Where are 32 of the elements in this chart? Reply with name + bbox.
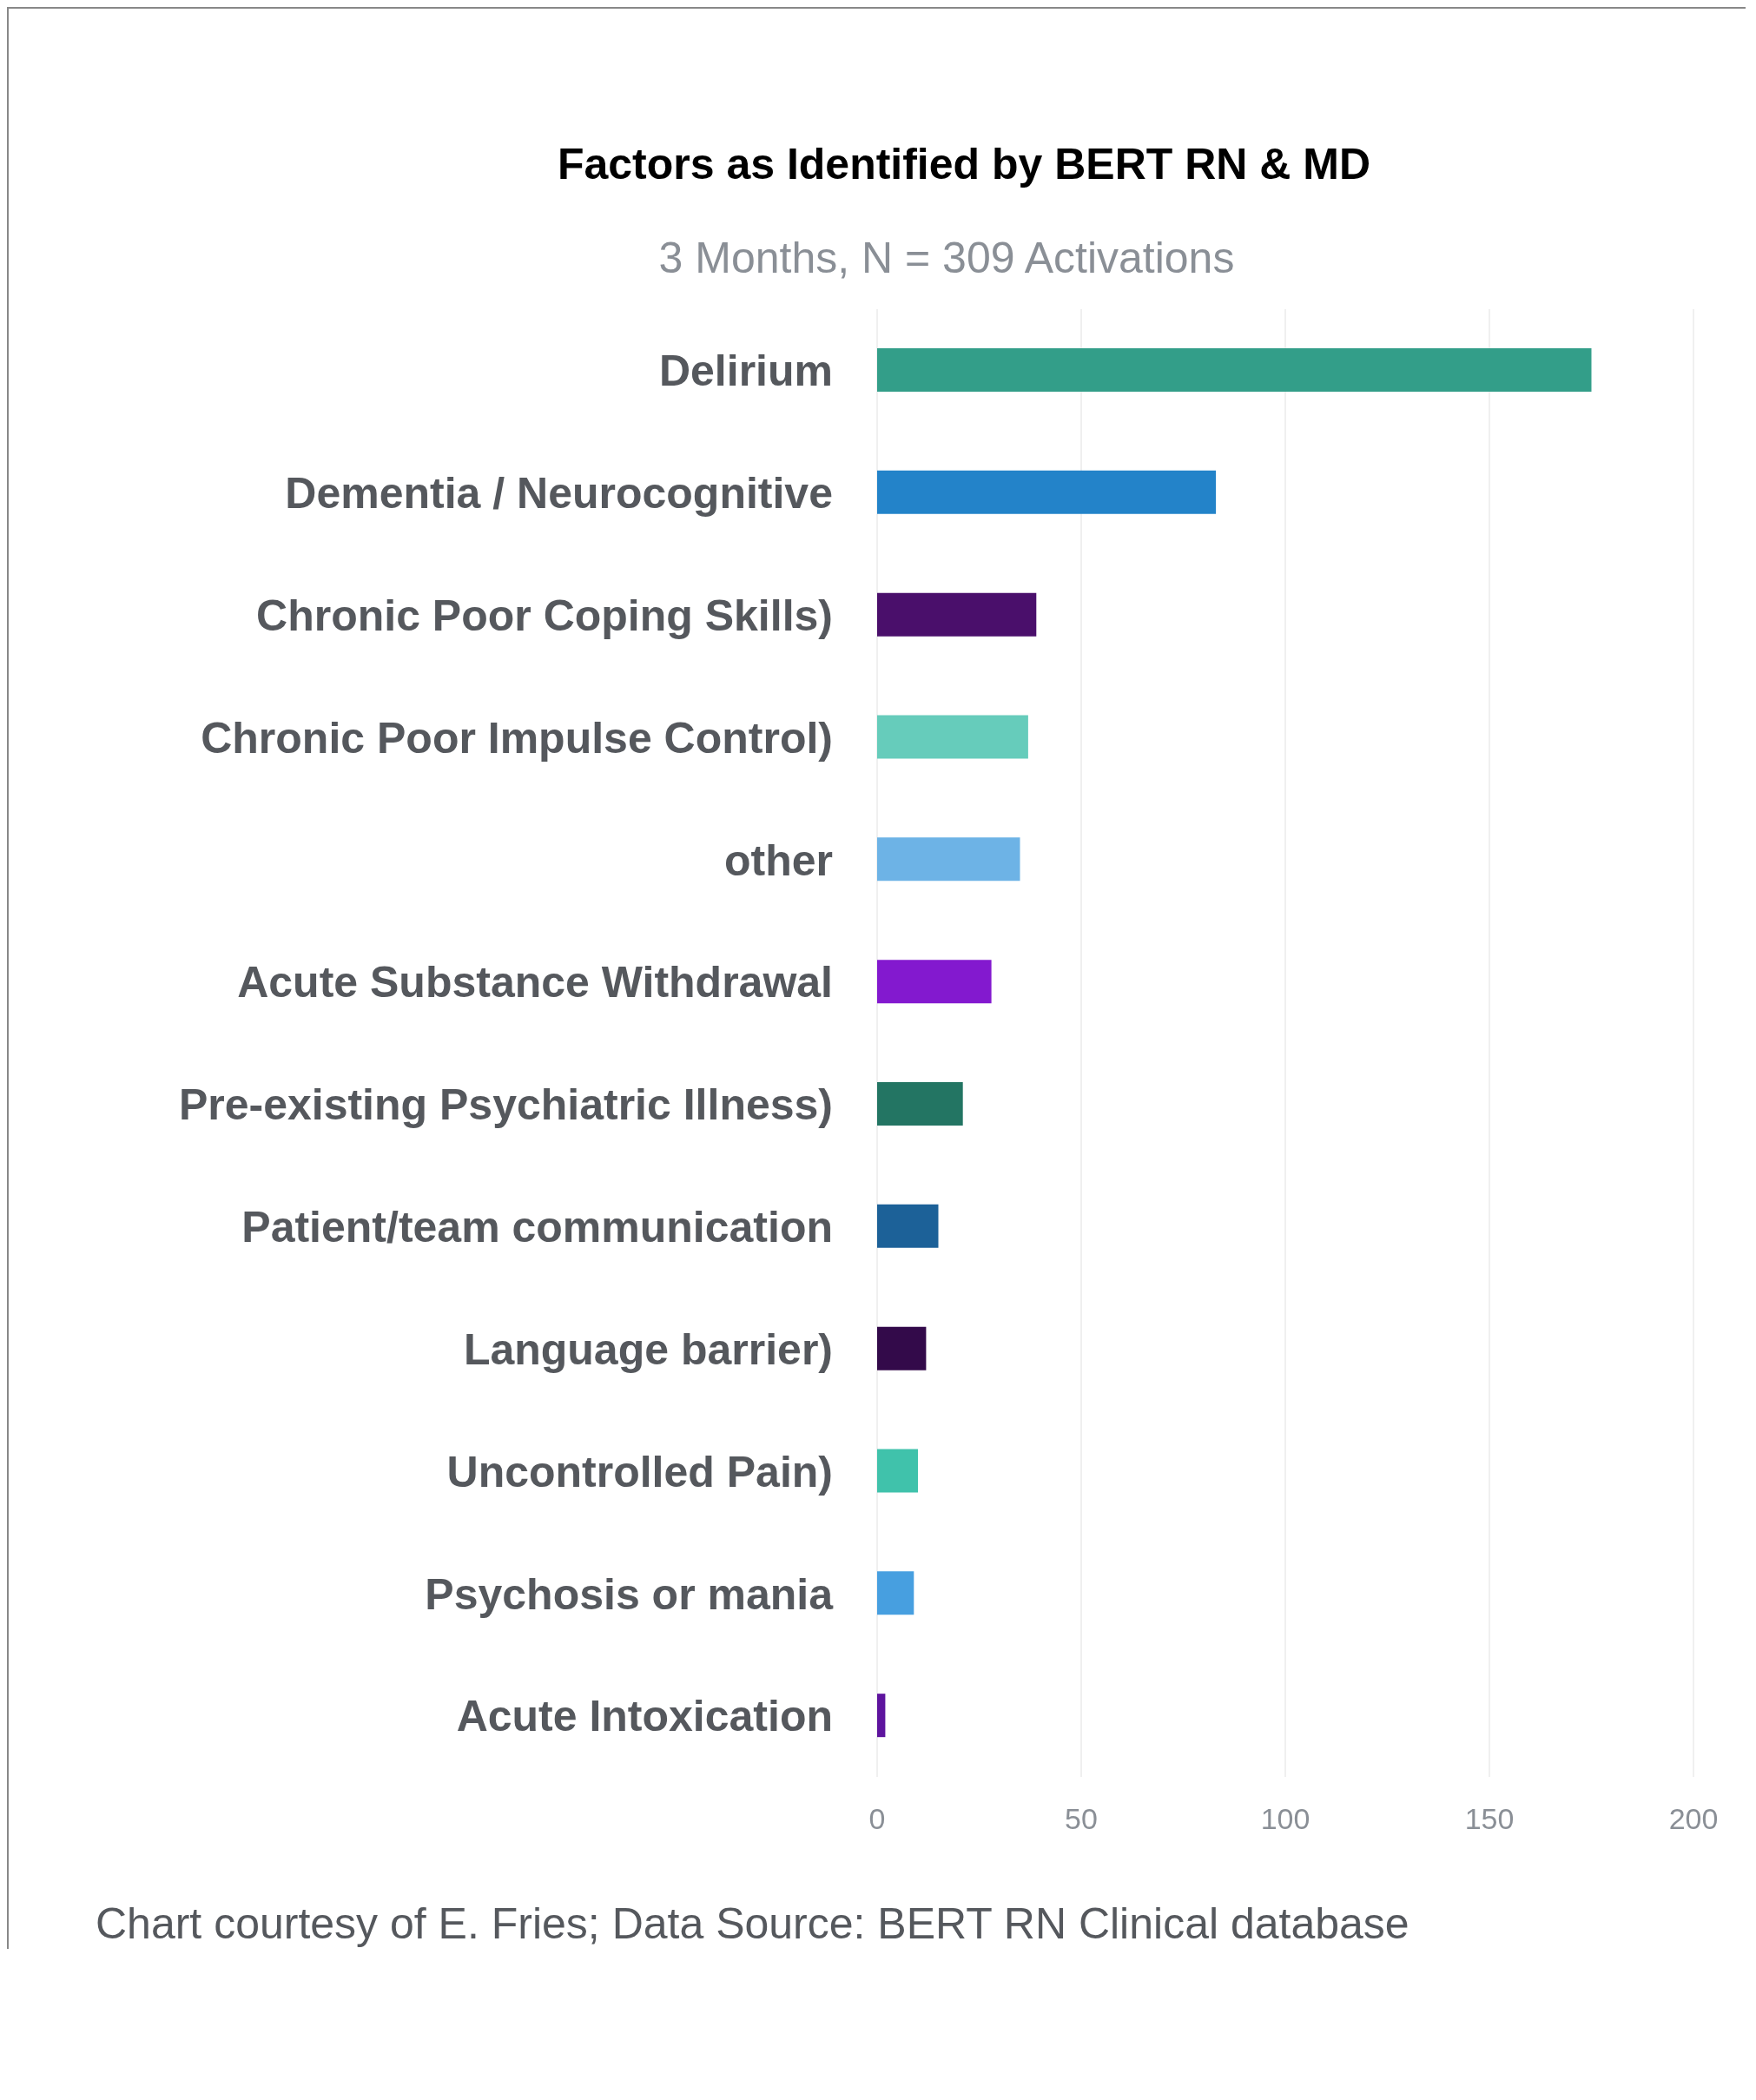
y-tick-label: other [724, 835, 833, 885]
y-tick-label: Chronic Poor Coping Skills) [256, 591, 833, 640]
y-tick-label: Language barrier) [463, 1324, 833, 1374]
x-tick-label: 50 [1065, 1802, 1098, 1836]
y-tick-label: Pre-existing Psychiatric Illness) [178, 1080, 833, 1130]
chart-title: Factors as Identified by BERT RN & MD [556, 139, 1372, 189]
chart-subtitle: 3 Months, N = 309 Activations [657, 233, 1236, 283]
y-tick-label: Chronic Poor Impulse Control) [201, 713, 833, 763]
bar [877, 1204, 939, 1248]
bar [877, 1571, 914, 1615]
bar [877, 1082, 963, 1126]
y-tick-label: Patient/team communication [241, 1203, 833, 1251]
y-tick-label: Acute Substance Withdrawal [237, 958, 833, 1007]
bar [877, 1449, 918, 1493]
bar [877, 470, 1217, 514]
bar [877, 837, 1020, 882]
y-tick-label: Dementia / Neurocognitive [285, 469, 833, 518]
x-tick-label: 200 [1668, 1802, 1719, 1836]
bar [877, 960, 992, 1004]
y-tick-label: Uncontrolled Pain) [446, 1447, 833, 1496]
x-tick-label: 150 [1464, 1802, 1515, 1836]
bar [877, 1326, 927, 1370]
y-tick-label: Psychosis or mania [425, 1569, 835, 1619]
x-tick-label: 0 [868, 1802, 886, 1836]
y-tick-label: Delirium [658, 347, 833, 396]
bar [877, 715, 1028, 759]
text: Chart courtesy of E. Fries; Data Source: BERT RN Clinical database [95, 1899, 1410, 1949]
bar [877, 1694, 886, 1738]
x-tick-label: 100 [1260, 1802, 1310, 1836]
bar [877, 348, 1592, 392]
y-tick-label: Acute Intoxication [456, 1692, 833, 1741]
bar [877, 592, 1037, 637]
